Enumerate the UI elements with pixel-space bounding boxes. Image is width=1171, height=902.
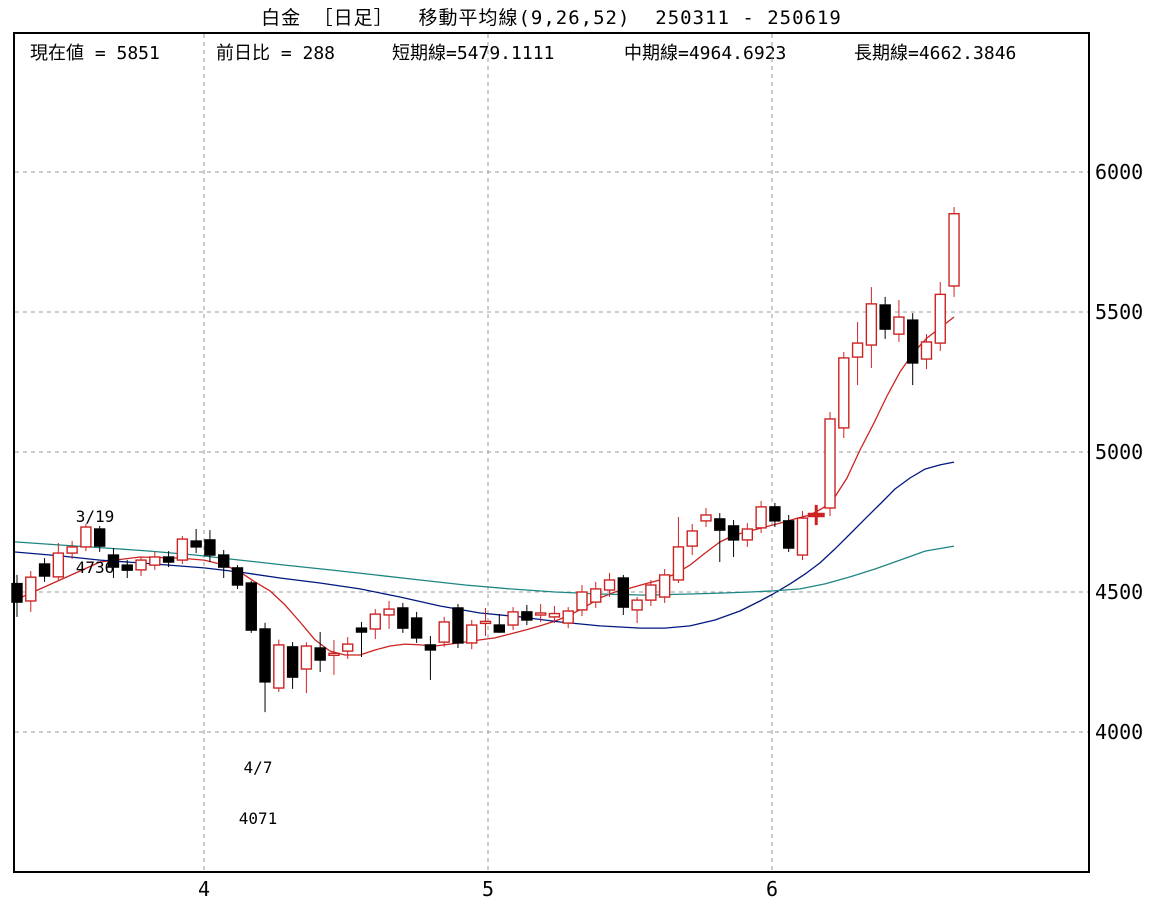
candle-body-5/21 [658, 574, 671, 598]
candle-body-4/16 [355, 627, 368, 633]
candle-body-3/19 [93, 528, 106, 547]
candle-body-3/13 [38, 563, 51, 577]
candle-body-6/4 [796, 517, 809, 556]
candle-body-5/29 [741, 528, 754, 541]
candle-body-4/10 [300, 645, 313, 670]
candle-body-4/28 [466, 624, 478, 644]
candle-body-3/11 [11, 582, 23, 603]
candle-body-4/9 [286, 646, 299, 678]
candle-body-5/14 [590, 588, 602, 603]
candle-body-4/15 [342, 643, 354, 652]
prev-day-change-readout: 前日比 = 288 [216, 43, 336, 64]
candle-body-3/25 [135, 559, 147, 571]
x-axis-label-5: 5 [482, 877, 494, 901]
candle-body-5/8 [534, 612, 547, 616]
candle-body-4/7 [259, 628, 271, 683]
candle-body-5/12 [562, 610, 574, 624]
candle-body-3/26 [149, 556, 161, 566]
candle-body-4/1 [204, 539, 216, 556]
candle-body-3/28 [176, 538, 189, 561]
y-axis-label-5500: 5500 [1095, 300, 1143, 324]
candle-body-5/1 [493, 624, 505, 633]
candle-body-3/12 [25, 576, 37, 602]
candle-body-5/20 [645, 584, 657, 601]
candle-body-6/12 [879, 304, 891, 330]
current-value-readout: 現在値 = 5851 [30, 43, 160, 64]
candle-body-4/2 [217, 554, 230, 568]
candle-body-4/17 [369, 613, 381, 630]
candle-body-6/11 [865, 303, 878, 346]
candle-body-6/9 [838, 357, 850, 429]
candle-body-6/16 [907, 319, 919, 364]
annotation-swing-high: 3/19 4736 [72, 474, 118, 610]
candle-body-6/19 [948, 213, 960, 287]
x-axis-label-6: 6 [766, 877, 778, 901]
candle-body-5/2 [507, 611, 519, 626]
chart-title: 白金 ［日足］ 移動平均線(9,26,52) 250311 - 250619 [261, 7, 842, 29]
candle-body-5/7 [521, 611, 533, 621]
annotation-high-price: 4736 [75, 558, 115, 577]
y-axis-label-4500: 4500 [1095, 580, 1143, 604]
candle-body-5/26 [700, 514, 712, 522]
candle-body-4/18 [383, 608, 395, 616]
candle-body-3/24 [121, 564, 133, 571]
candle-body-4/11 [314, 647, 326, 661]
candle-body-4/22 [410, 617, 423, 639]
annotation-swing-low: 4/7 4071 [235, 725, 281, 861]
candle-body-6/18 [934, 293, 946, 344]
candle-body-6/2 [769, 506, 781, 522]
candle-body-3/27 [162, 556, 175, 563]
candle-body-6/3 [782, 520, 795, 549]
candle-body-5/16 [617, 577, 630, 608]
candle-body-5/15 [603, 579, 616, 591]
candle-body-4/14 [328, 652, 340, 657]
candle-body-3/18 [80, 526, 92, 548]
candle-body-6/6 [824, 418, 836, 509]
candle-body-3/21 [107, 554, 120, 568]
candle-body-4/30 [479, 620, 492, 625]
candle-body-4/8 [273, 644, 285, 689]
candle-body-5/23 [686, 530, 698, 547]
ma-line-中期線(26) [14, 461, 955, 629]
candle-body-5/13 [576, 591, 588, 611]
annotation-low-price: 4071 [238, 809, 278, 828]
candle-body-4/21 [397, 607, 409, 629]
candle-body-5/27 [714, 518, 726, 531]
y-axis-label-6000: 6000 [1095, 160, 1143, 184]
candle-body-3/14 [52, 552, 65, 578]
candle-body-4/24 [438, 621, 450, 643]
candle-body-3/17 [66, 546, 78, 554]
candle-body-5/19 [631, 599, 643, 611]
candle-body-5/9 [548, 612, 561, 618]
candle-body-4/4 [245, 582, 257, 631]
candle-body-6/10 [851, 342, 864, 358]
candle-body-5/22 [672, 546, 685, 581]
annotation-low-date: 4/7 [243, 758, 273, 777]
candle-body-6/13 [893, 316, 905, 335]
short-ma-readout: 短期線=5479.1111 [392, 43, 555, 64]
candle-body-5/28 [727, 525, 740, 541]
candle-body-5/30 [755, 506, 767, 529]
plot-border [13, 32, 1090, 873]
candle-body-4/25 [452, 607, 464, 644]
candle-body-4/23 [424, 644, 437, 651]
candle-body-4/3 [231, 567, 244, 586]
candle-body-6/17 [920, 341, 933, 360]
ma-line-短期線(9) [14, 316, 955, 656]
annotation-high-date: 3/19 [75, 507, 115, 526]
y-axis-label-5000: 5000 [1095, 440, 1143, 464]
mid-ma-readout: 中期線=4964.6923 [624, 43, 787, 64]
x-axis-label-4: 4 [198, 877, 210, 901]
long-ma-readout: 長期線=4662.3846 [854, 43, 1017, 64]
y-axis-label-4000: 4000 [1095, 720, 1143, 744]
candle-body-3/31 [190, 540, 202, 548]
